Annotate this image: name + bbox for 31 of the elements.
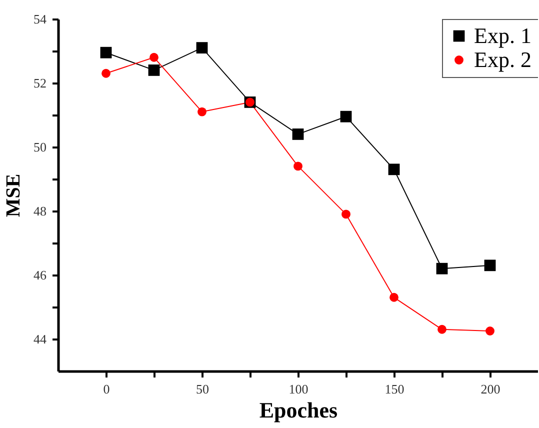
y-axis-title: MSE [2, 174, 24, 218]
y-tick-label: 52 [34, 76, 46, 90]
x-tick-label: 200 [480, 382, 500, 396]
point [390, 292, 398, 302]
point [196, 42, 208, 54]
legend-label: Exp. 1 [474, 23, 532, 48]
point [102, 68, 110, 78]
x-axis-title: Epoches [259, 398, 338, 422]
y-tick-label: 44 [34, 332, 47, 346]
x-tick-label: 0 [103, 382, 110, 396]
point [294, 162, 302, 171]
y-tick-label: 46 [34, 268, 47, 282]
y-tick-label: 50 [34, 140, 46, 154]
y-tick-label: 54 [34, 12, 47, 26]
point [486, 326, 494, 336]
x-tick-label: 50 [196, 382, 209, 396]
point [292, 128, 304, 140]
point [100, 46, 112, 58]
point [148, 64, 160, 76]
x-tick-label: 150 [384, 382, 404, 396]
point [150, 52, 158, 62]
x-tick-label: 100 [288, 382, 308, 396]
point [436, 262, 448, 274]
point [342, 210, 350, 219]
point [438, 324, 446, 334]
legend-label: Exp. 2 [474, 47, 532, 72]
point [484, 260, 496, 272]
point [198, 107, 206, 116]
point [388, 164, 400, 176]
y-tick-label: 48 [34, 204, 46, 218]
point [340, 110, 352, 122]
